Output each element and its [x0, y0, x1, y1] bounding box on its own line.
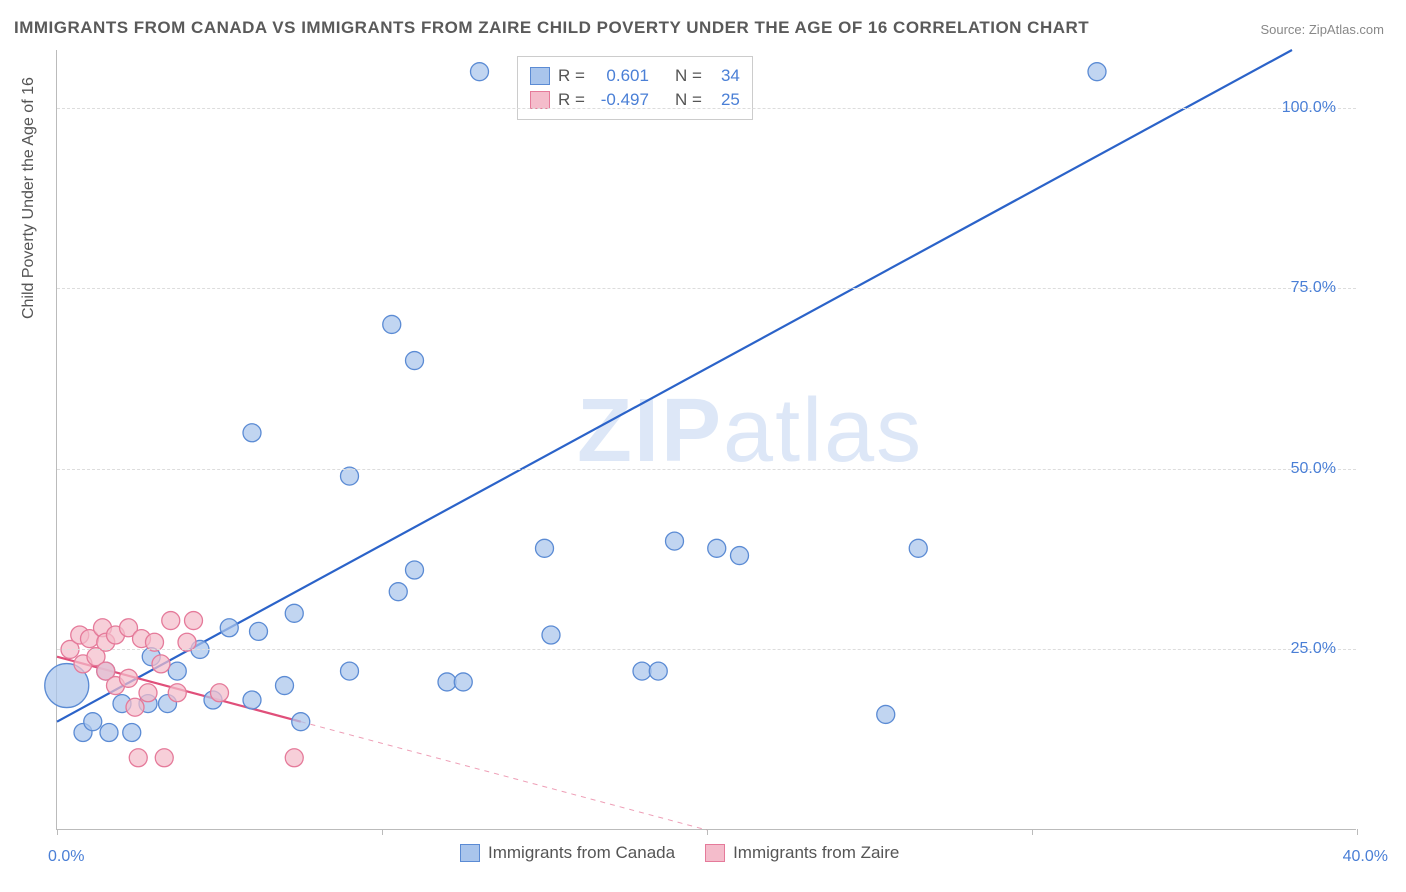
series-label: Immigrants from Canada [488, 843, 675, 863]
regression-line-canada [57, 50, 1292, 722]
data-point [100, 724, 118, 742]
x-tick [1357, 829, 1358, 835]
n-label: N = [675, 66, 702, 86]
x-tick [382, 829, 383, 835]
data-point [909, 539, 927, 557]
n-value: 34 [710, 66, 740, 86]
data-point [383, 315, 401, 333]
data-point [168, 662, 186, 680]
data-point [292, 713, 310, 731]
data-point [633, 662, 651, 680]
data-point [220, 619, 238, 637]
data-point [731, 547, 749, 565]
data-point [243, 691, 261, 709]
data-point [120, 669, 138, 687]
x-tick [57, 829, 58, 835]
data-point [471, 63, 489, 81]
data-point [185, 612, 203, 630]
data-point [123, 724, 141, 742]
data-point [250, 622, 268, 640]
x-tick-label-min: 0.0% [48, 848, 84, 866]
data-point [155, 749, 173, 767]
data-point [341, 662, 359, 680]
data-point [162, 612, 180, 630]
data-point [877, 705, 895, 723]
chart-svg [57, 50, 1356, 829]
data-point [708, 539, 726, 557]
y-tick-label: 25.0% [1291, 640, 1336, 658]
y-tick-label: 100.0% [1282, 99, 1336, 117]
legend-swatch-icon [530, 91, 550, 109]
stats-legend: R = 0.601 N = 34 R = -0.497 N = 25 [517, 56, 753, 120]
stats-legend-row: R = 0.601 N = 34 [530, 65, 740, 87]
r-value: 0.601 [593, 66, 649, 86]
data-point [649, 662, 667, 680]
data-point [406, 561, 424, 579]
data-point [152, 655, 170, 673]
legend-swatch-icon [705, 844, 725, 862]
legend-swatch-icon [460, 844, 480, 862]
y-tick-label: 50.0% [1291, 460, 1336, 478]
gridline [57, 469, 1356, 470]
x-tick [707, 829, 708, 835]
data-point [406, 352, 424, 370]
legend-swatch-icon [530, 67, 550, 85]
data-point [139, 684, 157, 702]
plot-area: ZIPatlas R = 0.601 N = 34 R = -0.497 N =… [56, 50, 1356, 830]
data-point [84, 713, 102, 731]
series-label: Immigrants from Zaire [733, 843, 899, 863]
data-point [126, 698, 144, 716]
chart-title: IMMIGRANTS FROM CANADA VS IMMIGRANTS FRO… [14, 18, 1089, 38]
source-label: Source: [1260, 22, 1308, 37]
data-point [168, 684, 186, 702]
r-label: R = [558, 66, 585, 86]
source-name: ZipAtlas.com [1309, 22, 1384, 37]
y-tick-label: 75.0% [1291, 279, 1336, 297]
data-point [389, 583, 407, 601]
series-legend-item: Immigrants from Canada [460, 843, 675, 863]
data-point [1088, 63, 1106, 81]
data-point [666, 532, 684, 550]
series-legend-item: Immigrants from Zaire [705, 843, 899, 863]
data-point [454, 673, 472, 691]
gridline [57, 108, 1356, 109]
gridline [57, 649, 1356, 650]
data-point [129, 749, 147, 767]
gridline [57, 288, 1356, 289]
x-tick-label-max: 40.0% [1343, 848, 1388, 866]
data-point [243, 424, 261, 442]
regression-line-zaire-dashed [301, 722, 707, 830]
data-point [285, 604, 303, 622]
data-point [438, 673, 456, 691]
data-point [276, 677, 294, 695]
x-tick [1032, 829, 1033, 835]
data-point [536, 539, 554, 557]
y-axis-label: Child Poverty Under the Age of 16 [20, 77, 38, 319]
data-point [211, 684, 229, 702]
data-point [285, 749, 303, 767]
source-attribution: Source: ZipAtlas.com [1260, 22, 1384, 37]
series-legend: Immigrants from Canada Immigrants from Z… [460, 843, 899, 863]
data-point [542, 626, 560, 644]
